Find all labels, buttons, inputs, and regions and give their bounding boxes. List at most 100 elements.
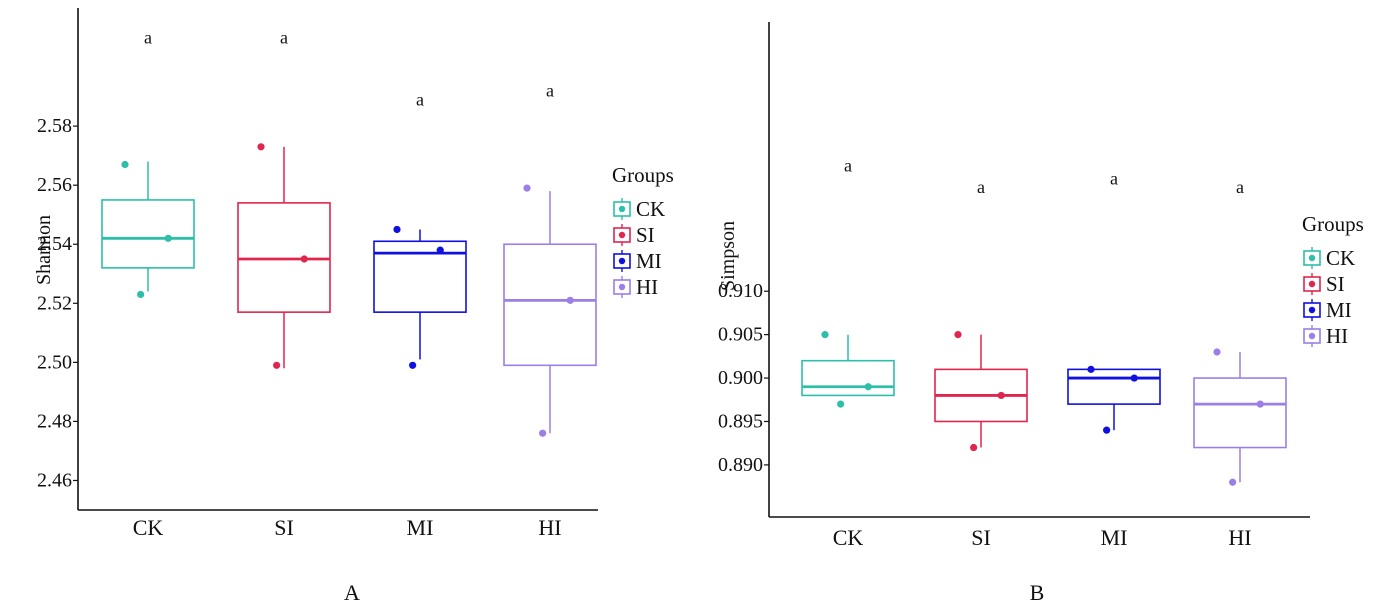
significance-letter: a (144, 28, 152, 48)
y-tick-label: 2.52 (37, 292, 72, 314)
x-tick-label: MI (1101, 525, 1128, 550)
y-tick-label: 0.910 (718, 280, 763, 302)
legend-dot (618, 231, 626, 239)
legend-dot (1308, 332, 1316, 340)
x-tick-label: HI (538, 515, 561, 540)
y-tick-label: 2.56 (37, 174, 72, 196)
legend-key-mi (613, 250, 631, 272)
data-point (539, 429, 547, 437)
significance-letter: a (416, 90, 424, 110)
panel-label: B (1030, 580, 1045, 605)
x-tick-label: MI (407, 515, 434, 540)
data-point (1130, 374, 1138, 382)
box-body (1067, 368, 1161, 405)
x-tick-label: SI (274, 515, 294, 540)
legend-key-ck (613, 198, 631, 220)
box-ck: a (101, 28, 195, 299)
y-axis-title: Shannon (33, 215, 55, 285)
panel-label: A (344, 580, 360, 605)
significance-letter: a (280, 28, 288, 48)
x-tick-label: CK (133, 515, 164, 540)
data-point (393, 225, 401, 234)
data-point (1229, 478, 1237, 486)
box-body (373, 240, 467, 313)
data-point (137, 290, 145, 299)
y-tick-label: 2.46 (37, 469, 72, 491)
significance-letter: a (1110, 168, 1118, 188)
panel-a-shannon-boxplot: Shannon 2.582.562.542.522.502.482.46 a aa… (33, 8, 674, 605)
data-point (121, 160, 129, 169)
legend-title: Groups (612, 163, 674, 187)
legend-label: MI (1326, 298, 1352, 322)
significance-letter: a (1236, 177, 1244, 197)
y-tick-label: 0.895 (718, 410, 763, 432)
data-point (1087, 365, 1095, 373)
panel-b-simpson-boxplot: Simpson 0.910 0.905 0.900 0.895 0.890 a a a a C… (717, 22, 1364, 605)
box-ck: a (801, 155, 895, 408)
significance-letter: a (546, 81, 554, 101)
data-point (821, 331, 829, 339)
data-point (864, 383, 872, 391)
box-mi: a (373, 90, 467, 369)
legend-dot (1308, 280, 1316, 288)
legend-key-hi (613, 276, 631, 298)
data-point (523, 184, 531, 192)
box-si: a (237, 28, 331, 369)
legend-key-si (1303, 273, 1321, 295)
legend-dot (1308, 254, 1316, 262)
data-point (409, 361, 417, 369)
y-tick-label: 0.905 (718, 324, 763, 346)
y-tick-label: 2.54 (37, 233, 72, 255)
box-body (801, 359, 895, 397)
y-axis-title: Simpson (717, 221, 739, 291)
legend-dot (618, 205, 626, 213)
x-tick-labels: CK SI MI HI (133, 515, 562, 540)
box-hi: a (503, 81, 597, 437)
y-tick-label: 0.890 (718, 454, 763, 476)
box-body (101, 199, 195, 269)
x-tick-label: HI (1228, 525, 1251, 550)
x-tick-label: SI (971, 525, 991, 550)
data-point (566, 296, 574, 304)
legend-dot (1308, 306, 1316, 314)
data-point (970, 443, 978, 452)
x-tick-labels: CK SI MI HI (833, 525, 1252, 550)
legend-dot (618, 257, 626, 265)
box-groups: a a a a (801, 155, 1287, 486)
y-tick-label: 2.50 (37, 351, 72, 373)
legend-dot (618, 283, 626, 291)
data-point (1213, 348, 1221, 356)
legend-key-mi (1303, 299, 1321, 321)
box-mi: a (1067, 168, 1161, 434)
legend-label: SI (636, 223, 655, 247)
data-point (164, 234, 172, 242)
data-point (436, 246, 444, 254)
legend-label: MI (636, 249, 662, 273)
data-point (1256, 400, 1264, 408)
box-si: a (934, 177, 1028, 452)
x-tick-label: CK (833, 525, 864, 550)
data-point (300, 255, 308, 263)
data-point (837, 400, 845, 408)
significance-letter: a (844, 155, 852, 175)
data-point (1103, 426, 1111, 434)
legend-label: CK (1326, 246, 1355, 270)
box-hi: a (1193, 177, 1287, 486)
y-tick-labels: 0.910 0.905 0.900 0.895 0.890 (718, 280, 769, 476)
box-body (503, 243, 597, 367)
y-tick-labels: 2.58 2.56 2.54 2.52 2.50 2.48 2.46 (37, 115, 78, 491)
data-point (954, 331, 962, 339)
legend-key-hi (1303, 325, 1321, 347)
significance-letter: a (977, 177, 985, 197)
legend-label: SI (1326, 272, 1345, 296)
y-tick-label: 0.900 (718, 367, 763, 389)
data-point (273, 361, 281, 369)
legend-key-si (613, 224, 631, 246)
legend-label: HI (636, 275, 658, 299)
data-point (997, 391, 1005, 400)
box-groups: a a a a (101, 28, 597, 437)
y-tick-label: 2.58 (37, 115, 72, 137)
